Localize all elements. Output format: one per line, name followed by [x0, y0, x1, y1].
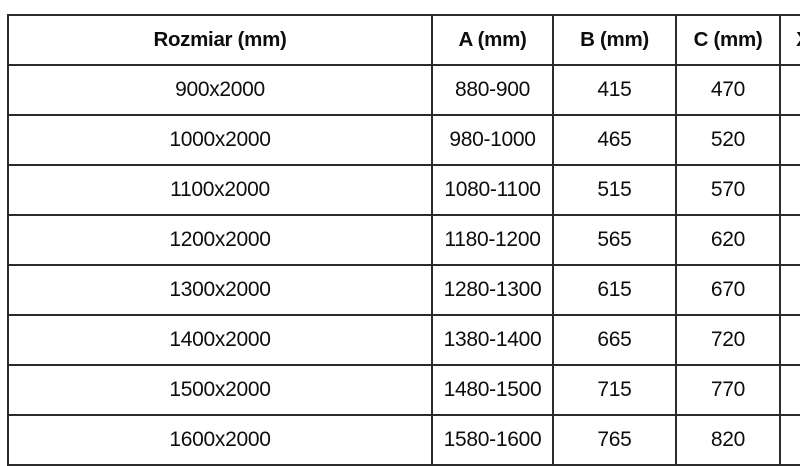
table-header-row: Rozmiar (mm) A (mm) B (mm) C (mm) X (mm): [7, 14, 800, 66]
cell-c: 520: [675, 114, 781, 166]
cell-c: 820: [675, 414, 781, 466]
cell-a: 880-900: [431, 64, 554, 116]
cell-c: 720: [675, 314, 781, 366]
column-header-x: X (mm): [779, 14, 800, 66]
column-header-a: A (mm): [431, 14, 554, 66]
specification-table-container: Rozmiar (mm) A (mm) B (mm) C (mm) X (mm)…: [7, 14, 800, 466]
cell-b: 765: [552, 414, 677, 466]
cell-b: 665: [552, 314, 677, 366]
cell-b: 515: [552, 164, 677, 216]
cell-a: 1380-1400: [431, 314, 554, 366]
cell-x: 648: [779, 364, 800, 416]
cell-x: 398: [779, 114, 800, 166]
table-row: 900x2000 880-900 415 470 348: [7, 64, 800, 116]
column-header-b: B (mm): [552, 14, 677, 66]
cell-size: 1600x2000: [7, 414, 433, 466]
cell-x: 498: [779, 214, 800, 266]
table-row: 1300x2000 1280-1300 615 670 548: [7, 264, 800, 316]
table-row: 1500x2000 1480-1500 715 770 648: [7, 364, 800, 416]
column-header-c: C (mm): [675, 14, 781, 66]
table-row: 1000x2000 980-1000 465 520 398: [7, 114, 800, 166]
cell-size: 1200x2000: [7, 214, 433, 266]
table-body: 900x2000 880-900 415 470 348 1000x2000 9…: [7, 64, 800, 466]
column-header-size: Rozmiar (mm): [7, 14, 433, 66]
cell-a: 980-1000: [431, 114, 554, 166]
table-header: Rozmiar (mm) A (mm) B (mm) C (mm) X (mm): [7, 14, 800, 66]
cell-x: 698: [779, 414, 800, 466]
cell-x: 348: [779, 64, 800, 116]
cell-b: 715: [552, 364, 677, 416]
cell-size: 1300x2000: [7, 264, 433, 316]
cell-x: 448: [779, 164, 800, 216]
cell-b: 465: [552, 114, 677, 166]
cell-size: 900x2000: [7, 64, 433, 116]
table-row: 1400x2000 1380-1400 665 720 598: [7, 314, 800, 366]
cell-x: 548: [779, 264, 800, 316]
table-row: 1100x2000 1080-1100 515 570 448: [7, 164, 800, 216]
cell-a: 1080-1100: [431, 164, 554, 216]
cell-a: 1580-1600: [431, 414, 554, 466]
cell-c: 470: [675, 64, 781, 116]
specification-table: Rozmiar (mm) A (mm) B (mm) C (mm) X (mm)…: [7, 14, 800, 466]
cell-size: 1500x2000: [7, 364, 433, 416]
table-row: 1200x2000 1180-1200 565 620 498: [7, 214, 800, 266]
cell-a: 1180-1200: [431, 214, 554, 266]
cell-c: 620: [675, 214, 781, 266]
cell-c: 670: [675, 264, 781, 316]
cell-c: 570: [675, 164, 781, 216]
cell-size: 1100x2000: [7, 164, 433, 216]
cell-a: 1280-1300: [431, 264, 554, 316]
cell-size: 1400x2000: [7, 314, 433, 366]
cell-c: 770: [675, 364, 781, 416]
table-row: 1600x2000 1580-1600 765 820 698: [7, 414, 800, 466]
cell-x: 598: [779, 314, 800, 366]
cell-a: 1480-1500: [431, 364, 554, 416]
cell-b: 565: [552, 214, 677, 266]
cell-size: 1000x2000: [7, 114, 433, 166]
cell-b: 615: [552, 264, 677, 316]
cell-b: 415: [552, 64, 677, 116]
